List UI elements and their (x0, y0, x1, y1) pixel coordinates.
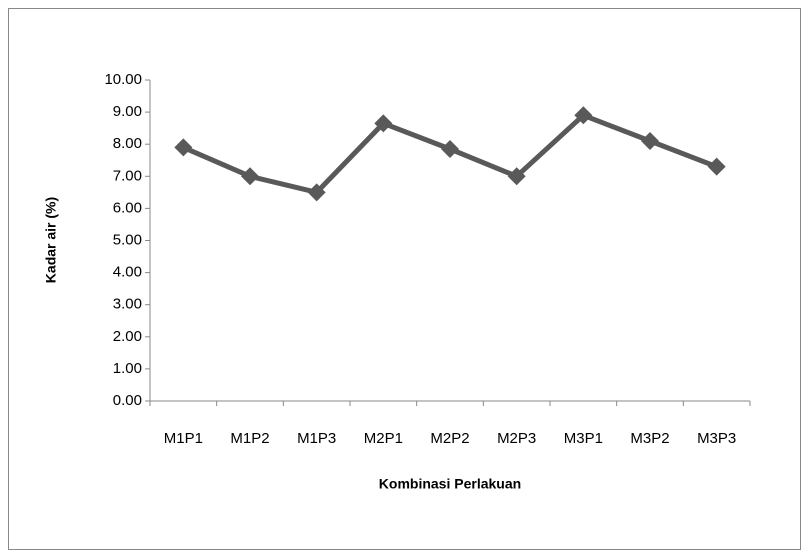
x-tick-label: M1P3 (297, 430, 336, 447)
y-tick-label: 3.00 (113, 296, 142, 313)
data-marker (241, 167, 259, 186)
x-tick-label: M3P3 (697, 430, 736, 447)
y-tick-label: 0.00 (113, 392, 142, 409)
y-tick-label: 4.00 (113, 264, 142, 281)
y-tick-label: 9.00 (113, 103, 142, 120)
data-marker (374, 114, 393, 133)
y-tick-label: 10.00 (104, 71, 142, 88)
data-marker (441, 140, 459, 159)
data-marker (507, 167, 526, 186)
y-tick-label: 5.00 (113, 231, 142, 248)
y-tick-label: 1.00 (113, 360, 142, 377)
x-tick-label: M2P2 (430, 430, 469, 447)
x-tick-label: M1P2 (230, 430, 269, 447)
y-tick-label: 2.00 (113, 328, 142, 345)
y-tick-label: 8.00 (113, 135, 142, 152)
x-tick-label: M3P2 (630, 430, 669, 447)
data-marker (174, 138, 193, 157)
data-marker (707, 157, 726, 176)
x-tick-label: M2P3 (497, 430, 536, 447)
y-tick-label: 6.00 (113, 199, 142, 216)
y-axis-title: Kadar air (%) (43, 197, 59, 283)
x-axis-title: Kombinasi Perlakuan (379, 476, 521, 492)
data-marker (574, 106, 593, 125)
y-tick-label: 7.00 (113, 167, 142, 184)
x-tick-label: M1P1 (164, 430, 203, 447)
data-marker (307, 183, 326, 202)
x-tick-label: M3P1 (564, 430, 603, 447)
x-tick-label: M2P1 (364, 430, 403, 447)
data-marker (641, 131, 659, 150)
chart-border (8, 8, 801, 550)
